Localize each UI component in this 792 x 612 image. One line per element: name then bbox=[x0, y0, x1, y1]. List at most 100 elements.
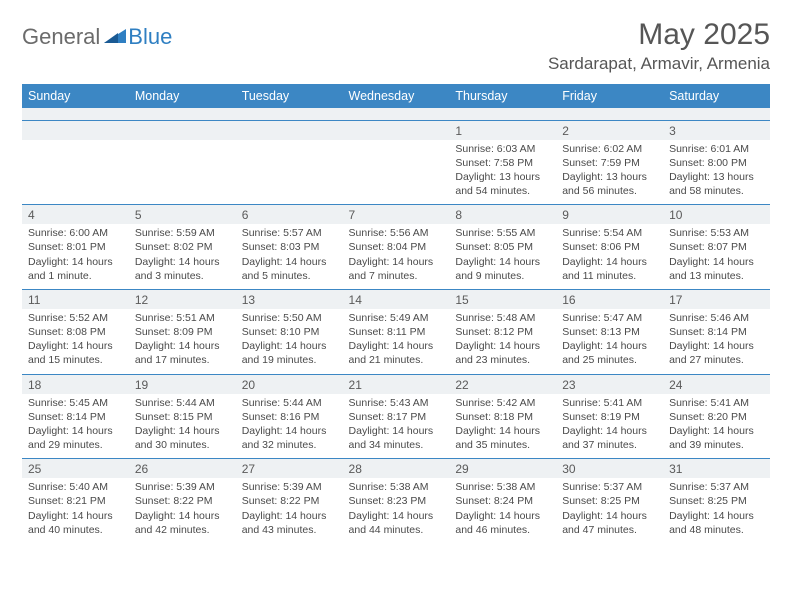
day-header-row: Sunday Monday Tuesday Wednesday Thursday… bbox=[22, 84, 770, 108]
date-number-cell: 21 bbox=[343, 374, 450, 394]
brand-triangle-icon bbox=[104, 27, 126, 48]
sunset-line: Sunset: 8:02 PM bbox=[135, 240, 230, 254]
sunrise-line: Sunrise: 5:41 AM bbox=[669, 396, 764, 410]
daylight-line: Daylight: 14 hours and 11 minutes. bbox=[562, 255, 657, 283]
sunrise-line: Sunrise: 5:42 AM bbox=[455, 396, 550, 410]
daylight-line: Daylight: 14 hours and 23 minutes. bbox=[455, 339, 550, 367]
date-number-cell: 7 bbox=[343, 205, 450, 225]
date-data-cell: Sunrise: 5:43 AMSunset: 8:17 PMDaylight:… bbox=[343, 394, 450, 459]
date-data-cell bbox=[22, 140, 129, 205]
date-data-row: Sunrise: 6:03 AMSunset: 7:58 PMDaylight:… bbox=[22, 140, 770, 205]
sunset-line: Sunset: 8:22 PM bbox=[135, 494, 230, 508]
date-number-cell bbox=[129, 120, 236, 140]
date-data-cell: Sunrise: 5:53 AMSunset: 8:07 PMDaylight:… bbox=[663, 224, 770, 289]
sunrise-line: Sunrise: 5:38 AM bbox=[349, 480, 444, 494]
date-number-cell: 9 bbox=[556, 205, 663, 225]
sunset-line: Sunset: 8:20 PM bbox=[669, 410, 764, 424]
date-data-row: Sunrise: 5:40 AMSunset: 8:21 PMDaylight:… bbox=[22, 478, 770, 543]
sunrise-line: Sunrise: 5:51 AM bbox=[135, 311, 230, 325]
date-number-cell: 11 bbox=[22, 289, 129, 309]
sunset-line: Sunset: 8:13 PM bbox=[562, 325, 657, 339]
sunrise-line: Sunrise: 5:41 AM bbox=[562, 396, 657, 410]
daylight-line: Daylight: 14 hours and 19 minutes. bbox=[242, 339, 337, 367]
daylight-line: Daylight: 14 hours and 13 minutes. bbox=[669, 255, 764, 283]
sunset-line: Sunset: 8:22 PM bbox=[242, 494, 337, 508]
daylight-line: Daylight: 14 hours and 27 minutes. bbox=[669, 339, 764, 367]
sunset-line: Sunset: 7:58 PM bbox=[455, 156, 550, 170]
sunset-line: Sunset: 8:15 PM bbox=[135, 410, 230, 424]
date-data-cell bbox=[343, 140, 450, 205]
date-number-cell: 6 bbox=[236, 205, 343, 225]
daylight-line: Daylight: 13 hours and 56 minutes. bbox=[562, 170, 657, 198]
sunrise-line: Sunrise: 5:49 AM bbox=[349, 311, 444, 325]
sunset-line: Sunset: 8:17 PM bbox=[349, 410, 444, 424]
sunset-line: Sunset: 8:21 PM bbox=[28, 494, 123, 508]
date-data-cell: Sunrise: 5:41 AMSunset: 8:20 PMDaylight:… bbox=[663, 394, 770, 459]
sunrise-line: Sunrise: 5:43 AM bbox=[349, 396, 444, 410]
sunrise-line: Sunrise: 5:39 AM bbox=[135, 480, 230, 494]
sunset-line: Sunset: 8:05 PM bbox=[455, 240, 550, 254]
date-data-cell: Sunrise: 5:38 AMSunset: 8:24 PMDaylight:… bbox=[449, 478, 556, 543]
sunset-line: Sunset: 8:25 PM bbox=[669, 494, 764, 508]
sunrise-line: Sunrise: 5:59 AM bbox=[135, 226, 230, 240]
date-number-cell bbox=[343, 120, 450, 140]
daylight-line: Daylight: 14 hours and 40 minutes. bbox=[28, 509, 123, 537]
daylight-line: Daylight: 14 hours and 7 minutes. bbox=[349, 255, 444, 283]
day-header: Wednesday bbox=[343, 84, 450, 108]
date-data-cell: Sunrise: 5:46 AMSunset: 8:14 PMDaylight:… bbox=[663, 309, 770, 374]
daylight-line: Daylight: 14 hours and 48 minutes. bbox=[669, 509, 764, 537]
date-data-cell bbox=[236, 140, 343, 205]
daylight-line: Daylight: 14 hours and 5 minutes. bbox=[242, 255, 337, 283]
sunset-line: Sunset: 8:19 PM bbox=[562, 410, 657, 424]
date-number-cell: 24 bbox=[663, 374, 770, 394]
daylight-line: Daylight: 14 hours and 35 minutes. bbox=[455, 424, 550, 452]
date-data-cell: Sunrise: 6:01 AMSunset: 8:00 PMDaylight:… bbox=[663, 140, 770, 205]
sunrise-line: Sunrise: 5:48 AM bbox=[455, 311, 550, 325]
day-header: Monday bbox=[129, 84, 236, 108]
sunrise-line: Sunrise: 5:56 AM bbox=[349, 226, 444, 240]
date-number-cell: 27 bbox=[236, 459, 343, 479]
date-data-row: Sunrise: 5:45 AMSunset: 8:14 PMDaylight:… bbox=[22, 394, 770, 459]
date-data-cell: Sunrise: 5:51 AMSunset: 8:09 PMDaylight:… bbox=[129, 309, 236, 374]
daylight-line: Daylight: 14 hours and 1 minute. bbox=[28, 255, 123, 283]
brand-part2: Blue bbox=[128, 24, 172, 50]
date-number-cell: 14 bbox=[343, 289, 450, 309]
sunrise-line: Sunrise: 5:38 AM bbox=[455, 480, 550, 494]
date-data-cell: Sunrise: 5:48 AMSunset: 8:12 PMDaylight:… bbox=[449, 309, 556, 374]
date-number-cell: 25 bbox=[22, 459, 129, 479]
date-data-cell bbox=[129, 140, 236, 205]
date-data-cell: Sunrise: 5:54 AMSunset: 8:06 PMDaylight:… bbox=[556, 224, 663, 289]
date-number-row: 45678910 bbox=[22, 205, 770, 225]
sunrise-line: Sunrise: 6:01 AM bbox=[669, 142, 764, 156]
sunrise-line: Sunrise: 5:45 AM bbox=[28, 396, 123, 410]
date-number-cell: 22 bbox=[449, 374, 556, 394]
date-data-cell: Sunrise: 5:44 AMSunset: 8:15 PMDaylight:… bbox=[129, 394, 236, 459]
date-data-cell: Sunrise: 5:40 AMSunset: 8:21 PMDaylight:… bbox=[22, 478, 129, 543]
day-header: Tuesday bbox=[236, 84, 343, 108]
date-number-cell: 13 bbox=[236, 289, 343, 309]
sunrise-line: Sunrise: 5:44 AM bbox=[135, 396, 230, 410]
date-number-cell: 17 bbox=[663, 289, 770, 309]
date-number-cell: 2 bbox=[556, 120, 663, 140]
date-data-cell: Sunrise: 6:03 AMSunset: 7:58 PMDaylight:… bbox=[449, 140, 556, 205]
sunset-line: Sunset: 8:07 PM bbox=[669, 240, 764, 254]
sunrise-line: Sunrise: 5:50 AM bbox=[242, 311, 337, 325]
daylight-line: Daylight: 14 hours and 43 minutes. bbox=[242, 509, 337, 537]
date-number-cell: 20 bbox=[236, 374, 343, 394]
date-number-cell: 8 bbox=[449, 205, 556, 225]
date-number-cell: 26 bbox=[129, 459, 236, 479]
sunset-line: Sunset: 8:12 PM bbox=[455, 325, 550, 339]
daylight-line: Daylight: 14 hours and 9 minutes. bbox=[455, 255, 550, 283]
daylight-line: Daylight: 14 hours and 29 minutes. bbox=[28, 424, 123, 452]
date-number-cell: 18 bbox=[22, 374, 129, 394]
sunset-line: Sunset: 8:00 PM bbox=[669, 156, 764, 170]
sunset-line: Sunset: 8:24 PM bbox=[455, 494, 550, 508]
date-number-cell: 28 bbox=[343, 459, 450, 479]
date-data-cell: Sunrise: 6:00 AMSunset: 8:01 PMDaylight:… bbox=[22, 224, 129, 289]
sunset-line: Sunset: 8:25 PM bbox=[562, 494, 657, 508]
header: General Blue May 2025 Sardarapat, Armavi… bbox=[22, 18, 770, 74]
date-data-cell: Sunrise: 5:56 AMSunset: 8:04 PMDaylight:… bbox=[343, 224, 450, 289]
date-data-cell: Sunrise: 5:44 AMSunset: 8:16 PMDaylight:… bbox=[236, 394, 343, 459]
sunset-line: Sunset: 8:10 PM bbox=[242, 325, 337, 339]
date-number-cell: 10 bbox=[663, 205, 770, 225]
